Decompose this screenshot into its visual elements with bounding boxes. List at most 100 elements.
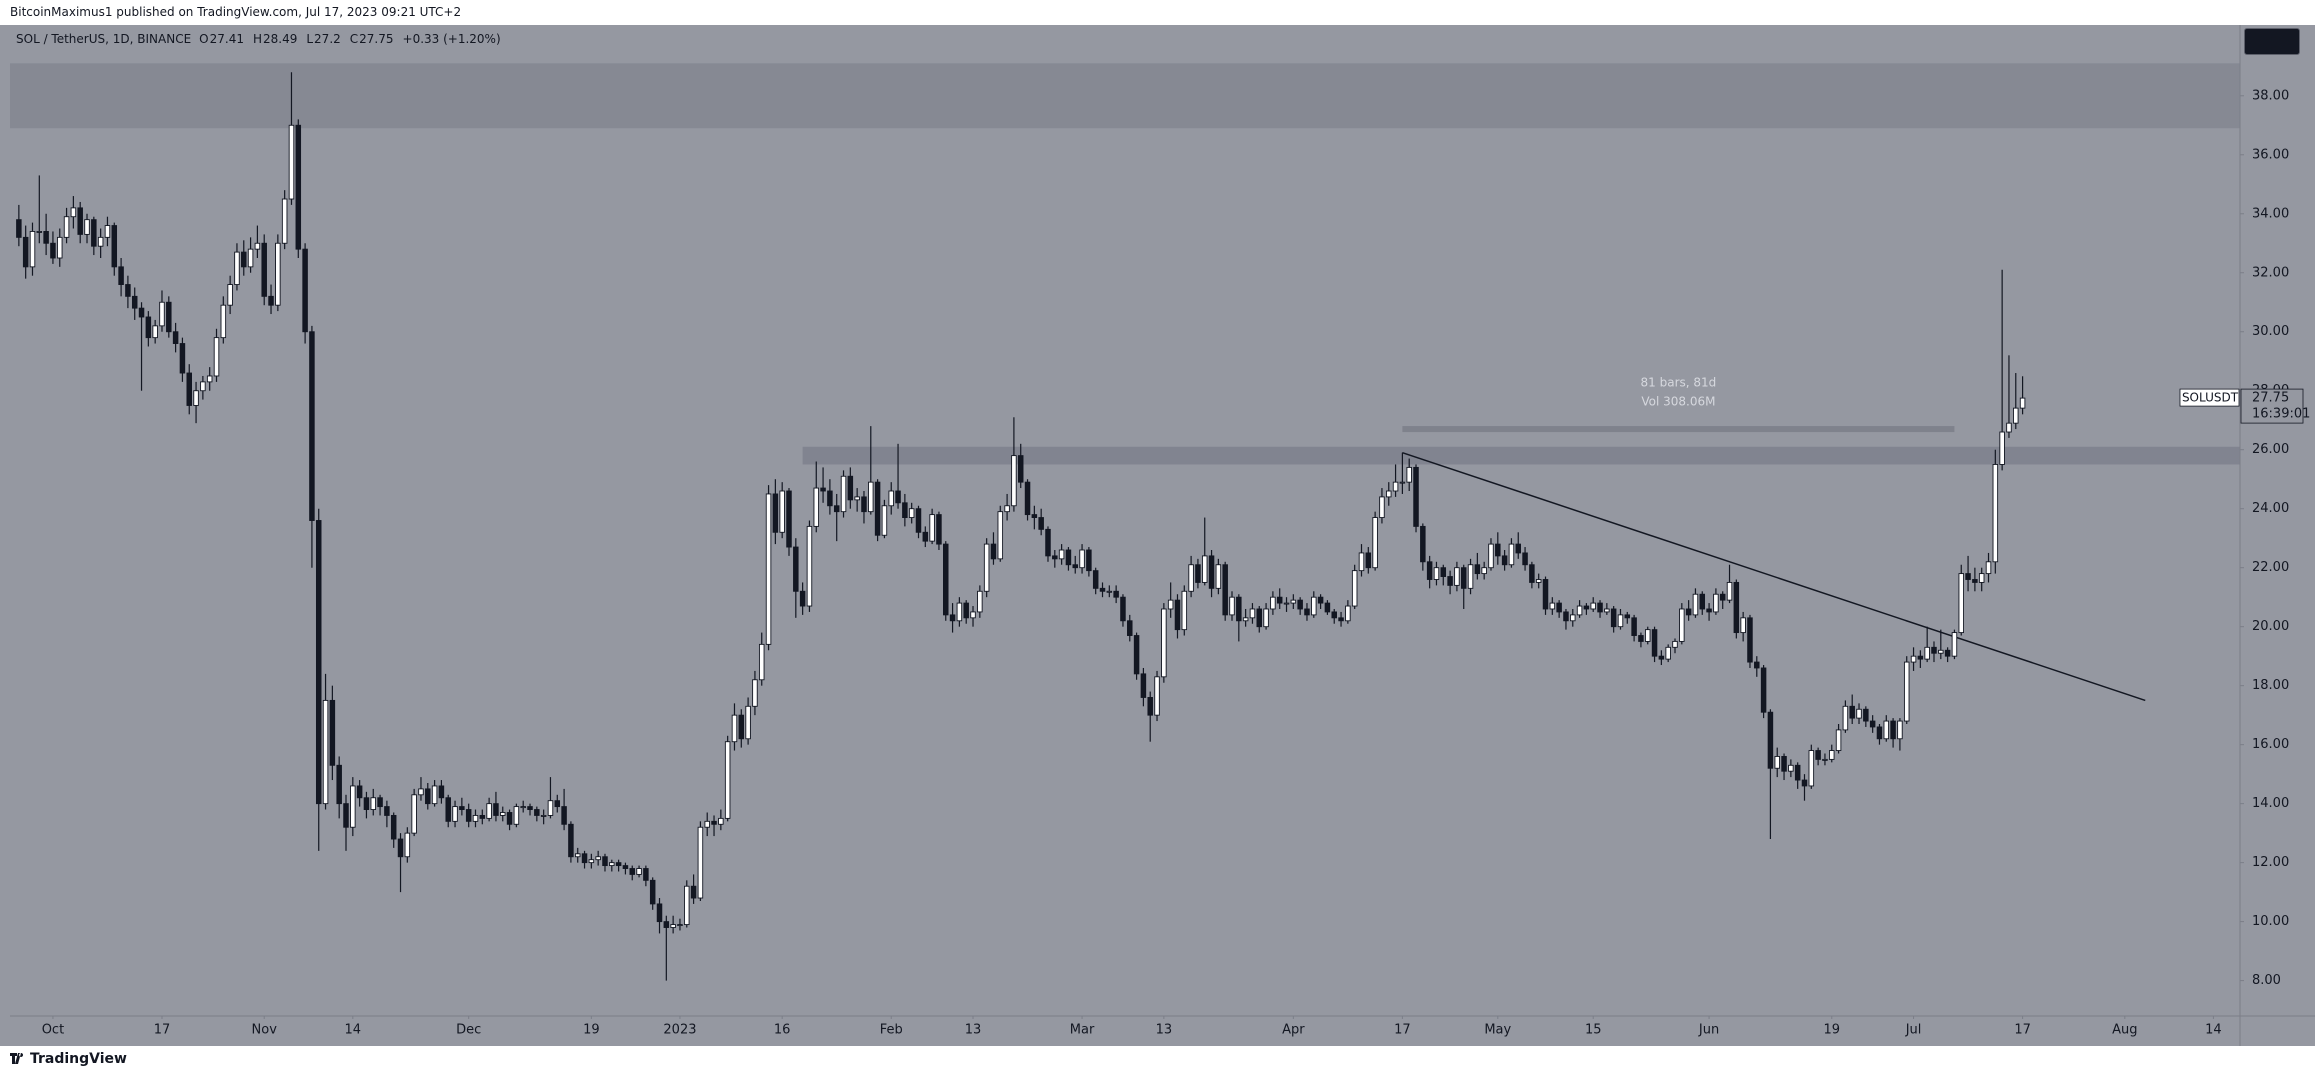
candle-body — [1515, 543, 1521, 554]
ohlc-value: 27.75 — [359, 32, 394, 46]
candle-body — [956, 602, 963, 622]
candle-body — [997, 511, 1004, 560]
candle-body — [1685, 608, 1692, 616]
candle-body — [1440, 567, 1447, 577]
x-tick-label: Mar — [1070, 1023, 1095, 1038]
candle-body — [868, 481, 874, 513]
candle-body — [1822, 758, 1828, 761]
candle-body — [1488, 543, 1494, 569]
candle-body — [29, 231, 36, 268]
candle-body — [445, 797, 451, 822]
candle-body — [1386, 490, 1392, 498]
candle-body — [1679, 608, 1685, 642]
ticker-label: SOLUSDT — [2182, 391, 2239, 405]
attribution: BitcoinMaximus1 published on TradingView… — [10, 5, 462, 19]
candle-body — [1154, 676, 1160, 716]
candle-body — [1815, 750, 1821, 760]
change: +0.33 (+1.20%) — [402, 32, 501, 46]
candle-body — [1965, 573, 1971, 580]
x-tick-label: 13 — [965, 1023, 982, 1038]
candle-body — [922, 531, 929, 542]
candle-body — [1999, 431, 2005, 465]
x-tick-label: 13 — [1156, 1023, 1173, 1038]
candle-body — [363, 797, 370, 810]
y-tick-label: 22.00 — [2252, 560, 2289, 575]
candle-body — [622, 865, 629, 869]
candle-body — [1563, 611, 1569, 622]
candle-body — [472, 814, 479, 822]
candle-body — [1433, 567, 1440, 580]
x-tick-label: Jun — [1698, 1023, 1719, 1038]
x-tick-label: Nov — [252, 1023, 278, 1038]
x-tick-label: 14 — [2205, 1023, 2222, 1038]
candle-body — [172, 331, 179, 344]
candle-body — [1774, 756, 1780, 769]
candle-body — [1924, 646, 1930, 660]
candle-body — [1297, 599, 1303, 610]
ohlc-label: H — [252, 32, 262, 46]
candle-body — [1529, 564, 1535, 583]
candle-body — [322, 699, 329, 805]
candle-body — [2006, 422, 2012, 433]
candle-body — [1576, 605, 1583, 616]
candle-body — [574, 853, 581, 858]
countdown: 16:39:01 — [2252, 407, 2310, 422]
candle-body — [1610, 608, 1617, 628]
candle-body — [1140, 673, 1147, 698]
candle-body — [772, 493, 779, 533]
symbol[interactable]: SOL / TetherUS, 1D, BINANCE — [16, 32, 192, 46]
candle-body — [179, 343, 186, 374]
candle-body — [1978, 573, 1985, 583]
candle-body — [1801, 779, 1808, 787]
logo-icon — [10, 1053, 24, 1064]
candle-body — [1167, 599, 1174, 610]
candle-body — [1201, 555, 1208, 583]
candle-body — [983, 543, 990, 592]
candle-body — [479, 814, 486, 819]
candle-body — [350, 785, 356, 828]
candle-body — [1938, 649, 1944, 654]
candle-body — [547, 800, 554, 816]
date-range-label: 81 bars, 81d — [1641, 376, 1717, 390]
candle-body — [1079, 549, 1085, 569]
y-tick-label: 34.00 — [2252, 206, 2289, 221]
candle-body — [1672, 640, 1678, 648]
candle-body — [131, 295, 138, 309]
candle-body — [943, 543, 949, 616]
candle-body — [1808, 750, 1815, 787]
candle-body — [50, 242, 56, 259]
ohlc-value: 28.49 — [263, 32, 298, 46]
candle-body — [465, 809, 472, 822]
toolbar-button[interactable] — [2244, 28, 2300, 55]
x-tick-label: 2023 — [663, 1023, 696, 1038]
candle-body — [1072, 564, 1078, 569]
candle-body — [486, 803, 492, 819]
candle-body — [861, 496, 867, 513]
candle-body — [1508, 543, 1515, 566]
candle-body — [275, 242, 281, 306]
candle-body — [1263, 608, 1269, 628]
candle-body — [1985, 561, 1992, 575]
candle-body — [1256, 608, 1263, 628]
candle-body — [738, 714, 745, 740]
candle-body — [1345, 605, 1351, 622]
candle-body — [1617, 614, 1624, 628]
candle-body — [1181, 590, 1188, 631]
candle-body — [22, 236, 29, 268]
candle-body — [1863, 708, 1869, 722]
candle-body — [200, 381, 206, 392]
y-tick-label: 16.00 — [2252, 737, 2289, 752]
candle-body — [193, 390, 199, 406]
candle-body — [1324, 602, 1331, 613]
candle-body — [227, 284, 233, 306]
candle-body — [765, 493, 772, 645]
candle-body — [254, 242, 261, 250]
candle-body — [799, 590, 806, 607]
candle-body — [1215, 564, 1222, 589]
y-tick-label: 10.00 — [2252, 914, 2289, 929]
candle-body — [677, 924, 683, 927]
ohlc-high: H28.49 — [253, 32, 298, 46]
y-tick-label: 30.00 — [2252, 324, 2289, 339]
candle-body — [411, 794, 417, 834]
candle-body — [1447, 576, 1453, 586]
